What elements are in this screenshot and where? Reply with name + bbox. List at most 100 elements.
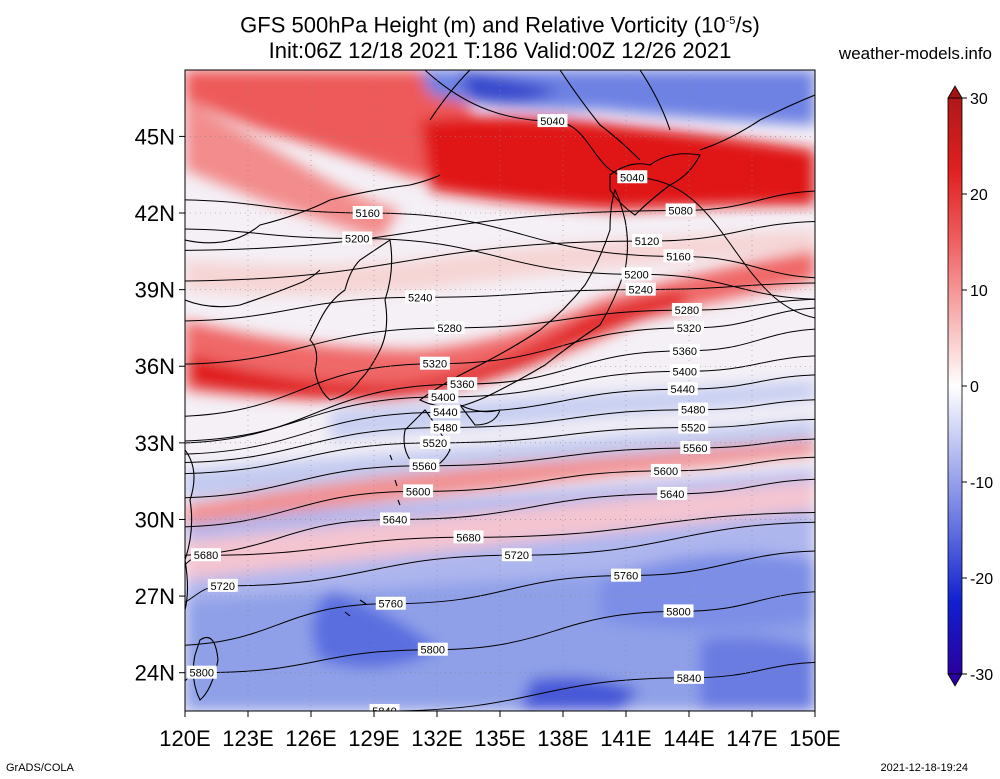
contour-label-bg xyxy=(453,530,484,544)
height-contour-5040 xyxy=(424,70,815,319)
contour-label-bg xyxy=(405,290,436,304)
lat-tick-label: 45N xyxy=(135,124,175,149)
contour-label: 5480 xyxy=(433,423,457,435)
plot-area: 5040 5040 5080 5120 5160 5160 5200 5200 5240 5240… xyxy=(185,70,815,718)
contour-label-bg xyxy=(674,320,704,334)
colorbar-bar xyxy=(947,97,963,675)
contour-label: 5520 xyxy=(681,423,705,435)
contour-label-bg xyxy=(678,402,709,416)
height-contour-5600 xyxy=(185,456,815,528)
height-contour-5280 xyxy=(185,298,815,365)
height-contour-5320 xyxy=(185,307,815,417)
height-contour-5840 xyxy=(364,661,815,711)
contour-label-bg xyxy=(632,234,662,248)
contour-label-bg xyxy=(625,282,656,296)
contour-label-bg xyxy=(447,377,478,391)
contour-label: 5560 xyxy=(412,461,436,473)
colorbar-label: -30 xyxy=(970,667,993,684)
contour-label-bg xyxy=(680,440,711,454)
contour-label-bg xyxy=(669,364,700,378)
contour-label-bg xyxy=(430,420,461,434)
axis-ticks xyxy=(179,135,816,717)
contour-label: 5160 xyxy=(666,251,690,263)
contour-label-bg xyxy=(434,320,465,334)
lat-tick-label: 33N xyxy=(135,431,175,456)
contour-label-bg xyxy=(671,303,702,317)
contour-label: 5040 xyxy=(540,116,564,128)
colorbar-min-arrow xyxy=(947,673,963,687)
contour-label-bg xyxy=(501,548,532,562)
contour-label: 5240 xyxy=(408,292,432,304)
height-contour-5200 xyxy=(185,228,815,300)
contour-label: 5680 xyxy=(456,532,480,544)
contour-label-bg xyxy=(669,343,700,357)
contour-label-bg xyxy=(428,389,459,403)
contour-label: 5760 xyxy=(614,571,638,583)
height-contour-5240 xyxy=(185,282,815,322)
lon-tick-label: 132E xyxy=(411,726,462,751)
contour-label-bg xyxy=(419,356,450,370)
height-contour-5120 xyxy=(185,220,815,282)
contour-label: 5200 xyxy=(345,234,369,246)
contour-label: 5040 xyxy=(620,172,644,184)
height-contours xyxy=(185,70,815,711)
contour-label: 5800 xyxy=(421,645,445,657)
contour-labels: 5040 5040 5080 5120 5160 5160 5200 5200 5240 5240… xyxy=(186,114,711,718)
contour-label-bg xyxy=(369,704,400,711)
contour-label-bg xyxy=(375,596,406,610)
contour-label: 5360 xyxy=(450,379,474,391)
colorbar-label: -20 xyxy=(970,571,993,588)
lon-tick-label: 144E xyxy=(663,726,714,751)
lon-tick-label: 150E xyxy=(789,726,840,751)
contour-label-bg xyxy=(403,484,434,498)
chart-title-line1: GFS 500hPa Height (m) and Relative Vorti… xyxy=(240,12,760,38)
height-contour-5080 xyxy=(185,190,815,251)
contour-label: 5320 xyxy=(677,323,701,335)
contour-label-bg xyxy=(665,203,696,217)
latitude-axis: 24N 27N 30N 33N 36N 39N 42N 45N xyxy=(135,124,175,685)
contour-label-bg xyxy=(650,463,681,477)
height-contour-5160 xyxy=(185,199,815,279)
contour-label: 5240 xyxy=(628,285,652,297)
lon-tick-label: 120E xyxy=(159,726,210,751)
lat-tick-label: 42N xyxy=(135,201,175,226)
contour-label-bg xyxy=(380,512,410,526)
contour-label: 5680 xyxy=(194,550,218,562)
height-contour-5440 xyxy=(185,374,815,455)
contour-label-bg xyxy=(611,568,641,582)
contour-label: 5760 xyxy=(379,599,403,611)
contour-label: 5400 xyxy=(431,392,455,404)
contour-label: 5480 xyxy=(681,405,705,417)
contour-label: 5080 xyxy=(668,205,692,217)
lon-tick-label: 147E xyxy=(726,726,777,751)
contour-label: 5600 xyxy=(654,466,678,478)
contour-label-bg xyxy=(657,486,688,500)
lat-tick-label: 27N xyxy=(135,584,175,609)
lon-tick-label: 129E xyxy=(348,726,399,751)
lat-tick-label: 39N xyxy=(135,278,175,303)
lon-tick-label: 135E xyxy=(474,726,525,751)
height-contour-5480 xyxy=(185,399,815,464)
contour-label: 5520 xyxy=(423,438,447,450)
contour-label: 5840 xyxy=(372,706,396,718)
contour-label: 5720 xyxy=(505,550,529,562)
contour-label: 5600 xyxy=(406,486,430,498)
contour-label: 5640 xyxy=(383,514,407,526)
lat-tick-label: 30N xyxy=(135,507,175,532)
contour-label-bg xyxy=(419,435,450,449)
lon-tick-label: 138E xyxy=(537,726,588,751)
contour-label-bg xyxy=(674,670,704,684)
credit-label: GrADS/COLA xyxy=(6,762,74,774)
height-contour-5640 xyxy=(185,478,815,556)
lat-tick-label: 36N xyxy=(135,354,175,379)
contour-label: 5440 xyxy=(670,384,694,396)
contour-label: 5800 xyxy=(190,668,214,680)
height-contour-5760 xyxy=(185,550,815,646)
site-label: weather-models.info xyxy=(838,44,992,63)
contour-label: 5800 xyxy=(666,606,690,618)
timestamp-label: 2021-12-18-19:24 xyxy=(880,762,968,774)
contour-label: 5440 xyxy=(433,407,457,419)
contour-label: 5120 xyxy=(635,236,659,248)
contour-label-bg xyxy=(663,249,694,263)
lat-tick-label: 24N xyxy=(135,661,175,686)
